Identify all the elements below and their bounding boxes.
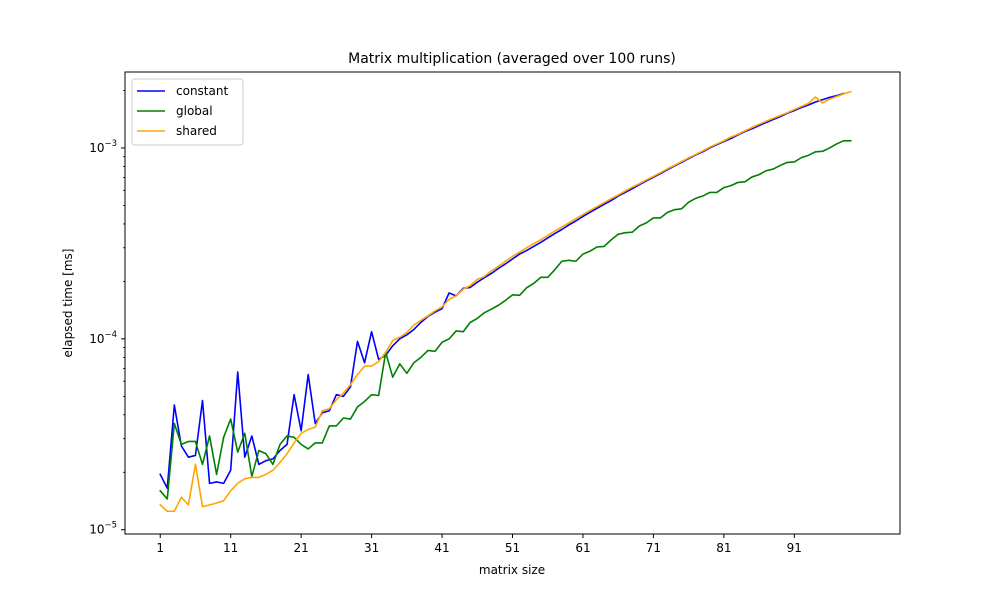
x-tick-label: 21 xyxy=(293,541,308,555)
x-tick-label: 1 xyxy=(156,541,164,555)
series-line-global xyxy=(159,140,852,500)
legend-label-shared: shared xyxy=(176,124,217,138)
x-tick-label: 61 xyxy=(575,541,590,555)
x-tick-label: 11 xyxy=(223,541,238,555)
series-line-constant xyxy=(159,92,845,490)
x-tick-label: 91 xyxy=(787,541,802,555)
legend-label-global: global xyxy=(176,104,213,118)
x-tick-label: 71 xyxy=(646,541,661,555)
y-axis: 10−5 10−4 10−3 xyxy=(89,90,125,537)
series-line-shared xyxy=(159,90,852,513)
legend-label-constant: constant xyxy=(176,84,228,98)
x-tick-label: 41 xyxy=(434,541,449,555)
y-tick-label: 10−5 xyxy=(89,521,117,537)
x-tick-label: 31 xyxy=(364,541,379,555)
chart-title: Matrix multiplication (averaged over 100… xyxy=(348,51,676,67)
legend-box xyxy=(131,78,244,146)
x-tick-label: 51 xyxy=(505,541,520,555)
x-axis: 1 11 21 31 41 51 61 71 81 91 xyxy=(156,534,802,555)
series-layer xyxy=(159,90,852,513)
y-tick-label: 10−3 xyxy=(89,139,117,155)
x-axis-label: matrix size xyxy=(479,563,545,577)
y-tick-label: 10−4 xyxy=(89,330,117,346)
legend: constant global shared xyxy=(131,78,244,146)
y-axis-label: elapsed time [ms] xyxy=(61,249,75,358)
x-tick-label: 81 xyxy=(716,541,731,555)
